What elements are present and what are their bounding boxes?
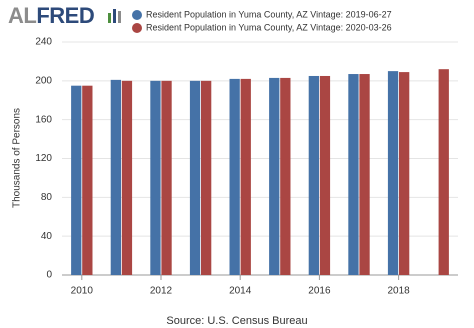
bar [359, 74, 370, 275]
y-tick-label: 240 [35, 37, 52, 48]
logo-bar [113, 9, 116, 23]
legend-marker [132, 23, 142, 33]
y-axis-label: Thousands of Persons [12, 108, 23, 208]
bar [189, 80, 201, 275]
y-tick-label: 0 [46, 270, 52, 281]
x-tick-label: 2016 [308, 286, 331, 297]
bar [348, 74, 359, 275]
bar [200, 80, 212, 275]
bar [387, 71, 399, 275]
bar [121, 80, 133, 275]
y-tick-label: 80 [41, 192, 53, 203]
x-tick-label: 2018 [387, 286, 410, 297]
bar [438, 69, 449, 275]
legend-label: Resident Population in Yuma County, AZ V… [146, 9, 392, 19]
bar [150, 80, 161, 275]
bar [110, 79, 122, 275]
legend-label: Resident Population in Yuma County, AZ V… [146, 22, 392, 32]
bar [398, 72, 410, 276]
y-tick-label: 160 [35, 114, 52, 125]
bar [280, 77, 291, 275]
x-tick-label: 2010 [71, 286, 94, 297]
y-tick-label: 200 [35, 75, 52, 86]
y-tick-label: 40 [41, 231, 53, 242]
bar [229, 78, 240, 276]
bar [82, 85, 93, 275]
legend-marker [132, 10, 142, 20]
bar [161, 80, 172, 275]
x-tick-label: 2014 [229, 286, 252, 297]
logo-bar [108, 13, 111, 23]
y-tick-label: 120 [35, 153, 52, 164]
bar [319, 75, 331, 276]
logo-bar [118, 11, 121, 23]
logo: ALFRED [8, 3, 94, 28]
source: Source: U.S. Census Bureau [166, 315, 307, 327]
logo-icon [108, 9, 121, 23]
logo-prefix: AL [8, 3, 36, 28]
bar [71, 85, 82, 275]
bar [308, 75, 320, 276]
bar [269, 77, 280, 275]
bar [240, 78, 251, 276]
x-tick-label: 2012 [150, 286, 173, 297]
logo-name: FRED [36, 3, 94, 28]
